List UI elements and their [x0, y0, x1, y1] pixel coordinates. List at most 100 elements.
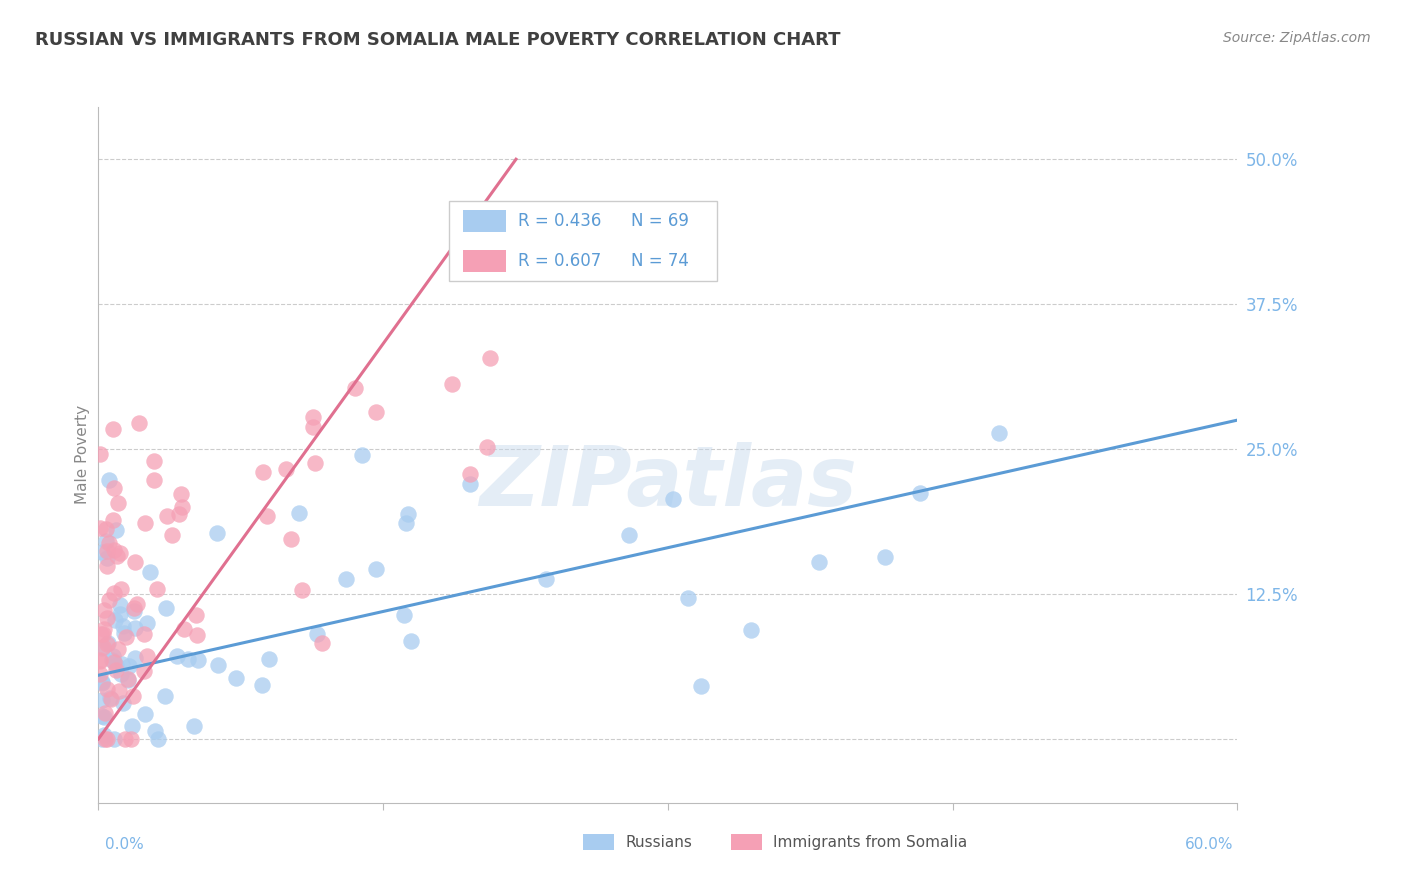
Point	[162, 528, 184, 542]
Point	[257, 652, 280, 666]
Point	[101, 648, 124, 663]
Point	[93, 710, 115, 724]
Point	[98, 593, 121, 607]
Text: R = 0.607: R = 0.607	[517, 252, 600, 270]
Point	[114, 731, 136, 746]
Point	[124, 621, 146, 635]
Point	[107, 684, 129, 698]
Point	[662, 491, 685, 506]
Point	[124, 555, 146, 569]
Point	[134, 516, 156, 531]
Point	[108, 598, 131, 612]
Point	[94, 522, 117, 536]
Point	[111, 657, 134, 671]
FancyBboxPatch shape	[463, 250, 506, 272]
Point	[207, 658, 229, 673]
Point	[91, 675, 114, 690]
Point	[678, 591, 700, 606]
Text: R = 0.436: R = 0.436	[517, 212, 600, 230]
Point	[478, 351, 501, 365]
Point	[335, 572, 357, 586]
Point	[364, 562, 387, 576]
Point	[148, 731, 170, 746]
Point	[177, 652, 200, 666]
Point	[136, 648, 159, 663]
Point	[96, 551, 118, 566]
Text: Russians: Russians	[626, 836, 693, 850]
Text: N = 74: N = 74	[631, 252, 689, 270]
Point	[112, 619, 135, 633]
Point	[98, 690, 121, 705]
Point	[104, 523, 127, 537]
Point	[458, 467, 481, 482]
Text: 60.0%: 60.0%	[1185, 838, 1233, 852]
Point	[155, 689, 177, 703]
Point	[187, 653, 209, 667]
Point	[305, 627, 328, 641]
Point	[987, 426, 1010, 441]
Point	[91, 708, 114, 723]
Point	[103, 512, 125, 526]
Point	[107, 549, 129, 563]
Point	[121, 719, 143, 733]
Point	[91, 545, 114, 559]
Point	[134, 626, 156, 640]
Point	[128, 417, 150, 431]
Point	[90, 627, 112, 641]
Point	[311, 636, 333, 650]
Point	[256, 508, 278, 523]
Point	[108, 546, 131, 560]
Text: 0.0%: 0.0%	[105, 838, 145, 852]
Point	[96, 611, 118, 625]
Point	[250, 678, 273, 692]
Point	[103, 482, 125, 496]
Point	[350, 448, 373, 462]
Point	[392, 608, 415, 623]
Point	[104, 613, 127, 627]
Point	[366, 405, 388, 419]
Point	[91, 640, 114, 655]
Point	[288, 506, 311, 520]
Point	[89, 521, 111, 535]
Point	[117, 673, 139, 688]
Point	[136, 615, 159, 630]
Point	[134, 706, 156, 721]
Y-axis label: Male Poverty: Male Poverty	[75, 405, 90, 505]
Point	[172, 500, 194, 515]
Point	[619, 528, 641, 542]
Point	[110, 582, 132, 597]
Point	[115, 630, 138, 644]
Point	[125, 598, 148, 612]
Point	[205, 525, 228, 540]
Point	[143, 453, 166, 467]
FancyBboxPatch shape	[449, 201, 717, 281]
Point	[117, 672, 139, 686]
Point	[97, 636, 120, 650]
Point	[122, 604, 145, 618]
Point	[458, 477, 481, 491]
Point	[103, 656, 125, 670]
Point	[103, 731, 125, 746]
Point	[107, 496, 129, 510]
Point	[225, 671, 247, 685]
Point	[690, 679, 713, 693]
Point	[94, 533, 117, 548]
Point	[908, 486, 931, 500]
Point	[146, 582, 169, 597]
Text: RUSSIAN VS IMMIGRANTS FROM SOMALIA MALE POVERTY CORRELATION CHART: RUSSIAN VS IMMIGRANTS FROM SOMALIA MALE …	[35, 31, 841, 49]
Point	[94, 706, 117, 721]
Point	[89, 654, 111, 668]
Point	[155, 600, 177, 615]
Point	[96, 731, 118, 746]
Point	[103, 543, 125, 558]
Point	[89, 652, 111, 666]
Point	[89, 667, 111, 681]
Point	[301, 420, 323, 434]
Point	[301, 409, 323, 424]
Point	[104, 658, 127, 673]
Point	[167, 507, 190, 521]
Point	[170, 487, 193, 501]
Point	[280, 532, 302, 546]
Point	[291, 583, 314, 598]
Point	[93, 728, 115, 742]
